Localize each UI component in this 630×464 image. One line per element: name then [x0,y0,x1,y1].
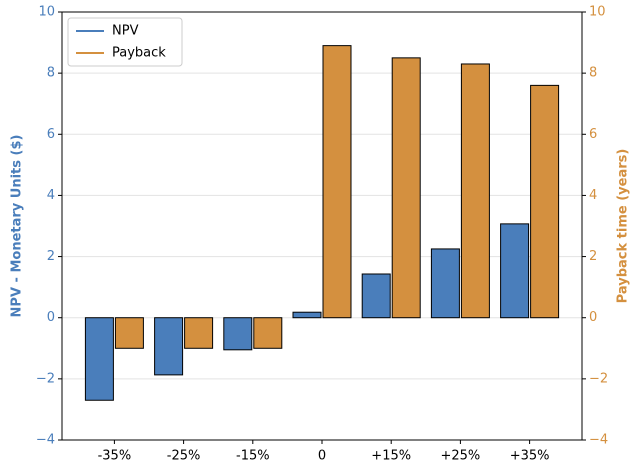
bar [114,317,144,349]
y-tick-label: −2 [36,371,55,386]
y-tick-label: 8 [47,66,55,81]
y-tick-label: 4 [47,188,55,203]
y-tick-label: 10 [38,5,55,20]
bar [154,317,184,376]
bar [391,57,421,319]
x-tick-label: +25% [441,449,481,464]
x-tick-label: +35% [510,449,550,464]
bar [84,317,114,401]
x-tick-label: -15% [236,449,270,464]
bar [184,317,214,349]
y2-tick-label: 8 [589,66,597,81]
y2-tick-label: −2 [589,371,608,386]
bar [460,63,490,319]
y-tick-label: 2 [47,249,55,264]
legend-label: NPV [112,24,139,39]
y2-tick-label: −4 [589,433,608,448]
x-tick-label: -35% [98,449,132,464]
y-tick-label: 6 [47,127,55,142]
y2-tick-label: 0 [589,310,597,325]
bar [361,273,391,319]
bar [430,248,460,319]
bar [223,317,253,351]
y2-tick-label: 2 [589,249,597,264]
bar [500,223,530,319]
y-axis-label: NPV - Monetary Units ($) [10,135,25,318]
x-tick-label: -25% [167,449,201,464]
y2-tick-label: 10 [589,5,606,20]
plot-frame [61,11,583,441]
y2-tick-label: 6 [589,127,597,142]
x-tick-label: 0 [318,449,326,464]
y-tick-label: 0 [47,310,55,325]
bar [253,317,283,349]
bar [292,311,322,319]
legend-label: Payback [112,46,166,61]
bar [322,45,352,319]
y2-tick-label: 4 [589,188,597,203]
x-tick-label: +15% [371,449,411,464]
bar [530,84,560,319]
y2-axis-label: Payback time (years) [616,149,630,304]
y-tick-label: −4 [36,433,55,448]
